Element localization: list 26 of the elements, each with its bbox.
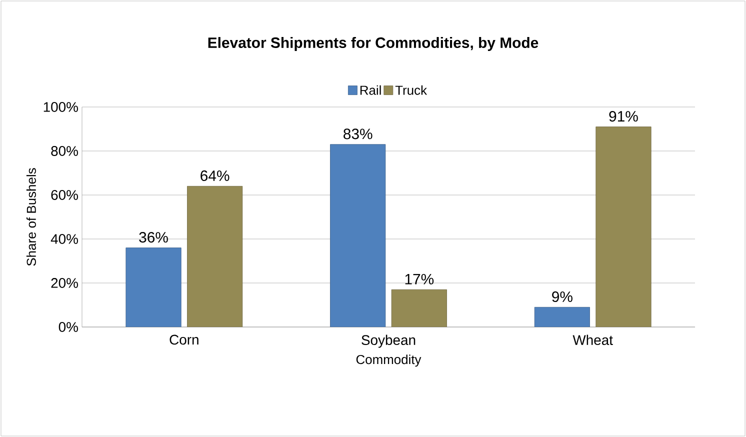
x-axis-title: Commodity: [356, 354, 422, 367]
data-label: 17%: [405, 274, 434, 284]
y-tick-label: 0%: [58, 322, 78, 332]
bar: [330, 144, 386, 327]
data-label: 36%: [139, 232, 168, 243]
data-label: 9%: [552, 291, 572, 302]
y-tick-label: 100%: [44, 102, 78, 112]
x-tick-label: Wheat: [572, 334, 613, 346]
bar: [596, 126, 652, 327]
y-axis-title: Share of Bushels: [26, 168, 36, 266]
bar: [391, 289, 447, 327]
x-tick-label: Soybean: [362, 334, 416, 348]
y-tick-label: 20%: [51, 278, 78, 288]
x-tick-label: Corn: [170, 334, 198, 345]
y-tick-label: 40%: [50, 234, 78, 244]
data-label: 91%: [609, 111, 638, 122]
y-tick-label: 60%: [51, 190, 78, 200]
bar: [534, 307, 590, 327]
legend-label: Rail: [360, 85, 381, 95]
data-label: 64%: [200, 170, 230, 181]
bar: [187, 186, 243, 327]
chart-title: Elevator Shipments for Commodities, by Mode: [208, 37, 538, 51]
legend-label: Truck: [395, 85, 428, 95]
data-label: 83%: [344, 128, 372, 140]
y-tick-label: 80%: [51, 146, 78, 156]
bar: [126, 248, 182, 327]
